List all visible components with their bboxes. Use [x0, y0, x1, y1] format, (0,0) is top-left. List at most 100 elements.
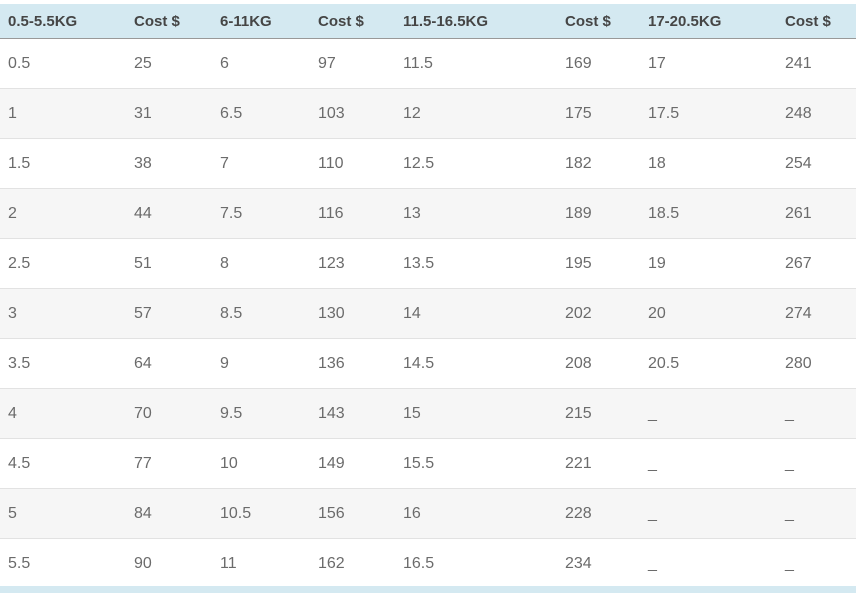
table-cell: 8	[212, 238, 310, 289]
table-cell: 1.5	[0, 138, 126, 189]
table-cell: 11	[212, 538, 310, 589]
table-cell: 149	[310, 438, 395, 489]
table-cell: 4.5	[0, 438, 126, 489]
table-cell: 64	[126, 338, 212, 389]
table-cell: 20	[640, 288, 777, 339]
table-cell: 15	[395, 388, 557, 439]
table-cell: 19	[640, 238, 777, 289]
table-cell: _	[777, 538, 856, 589]
table-cell: 77	[126, 438, 212, 489]
table-cell: 221	[557, 438, 640, 489]
table-cell: 14	[395, 288, 557, 339]
table-cell: 280	[777, 338, 856, 389]
table-cell: 169	[557, 38, 640, 89]
table-row: 1.5 38 7 110 12.5 182 18 254	[0, 138, 856, 189]
bottom-accent-bar	[0, 586, 856, 593]
table-cell: 38	[126, 138, 212, 189]
table-cell: 11.5	[395, 38, 557, 89]
table-row: 2.5 51 8 123 13.5 195 19 267	[0, 238, 856, 289]
table-cell: 13	[395, 188, 557, 239]
table-cell: 12	[395, 88, 557, 139]
table-cell: 5.5	[0, 538, 126, 589]
table-cell: 6.5	[212, 88, 310, 139]
shipping-cost-table: 0.5-5.5KG Cost $6-11KG Cost $11.5-16.5KG Co…	[0, 4, 856, 589]
table-cell: 10.5	[212, 488, 310, 539]
table-cell: 20.5	[640, 338, 777, 389]
table-cell: 254	[777, 138, 856, 189]
table-cell: 116	[310, 188, 395, 239]
table-cell: 274	[777, 288, 856, 339]
table-cell: 51	[126, 238, 212, 289]
table-cell: 110	[310, 138, 395, 189]
table-cell: 162	[310, 538, 395, 589]
table-cell: 25	[126, 38, 212, 89]
table-cell: 3	[0, 288, 126, 339]
table-cell: 267	[777, 238, 856, 289]
table-cell: 8.5	[212, 288, 310, 339]
table-cell: _	[640, 388, 777, 439]
table-cell: 9	[212, 338, 310, 389]
table-cell: 16	[395, 488, 557, 539]
table-cell: 136	[310, 338, 395, 389]
table-cell: 123	[310, 238, 395, 289]
table-cell: 1	[0, 88, 126, 139]
table-cell: 234	[557, 538, 640, 589]
table-cell: 228	[557, 488, 640, 539]
table-cell: 182	[557, 138, 640, 189]
table-cell: 2.5	[0, 238, 126, 289]
table-cell: 195	[557, 238, 640, 289]
table-row: 2 44 7.5 116 13 189 18.5 261	[0, 188, 856, 239]
column-header: Cost $	[557, 4, 640, 39]
table-cell: 7.5	[212, 188, 310, 239]
table-cell: 15.5	[395, 438, 557, 489]
table-cell: 44	[126, 188, 212, 239]
table-cell: _	[640, 488, 777, 539]
table-row: 5.5 90 11 162 16.5 234 _ _	[0, 538, 856, 589]
column-header: 17-20.5KG	[640, 4, 777, 39]
table-cell: 70	[126, 388, 212, 439]
table-cell: _	[777, 388, 856, 439]
table-cell: 5	[0, 488, 126, 539]
table-cell: 18.5	[640, 188, 777, 239]
table-cell: 248	[777, 88, 856, 139]
column-header: 6-11KG	[212, 4, 310, 39]
table-row: 1 31 6.5 103 12 175 17.5 248	[0, 88, 856, 139]
column-header: Cost $	[777, 4, 856, 39]
column-header: Cost $	[126, 4, 212, 39]
table-cell: 175	[557, 88, 640, 139]
table-cell: 90	[126, 538, 212, 589]
column-header: 0.5-5.5KG	[0, 4, 126, 39]
table-cell: 156	[310, 488, 395, 539]
table-cell: 2	[0, 188, 126, 239]
table-cell: 12.5	[395, 138, 557, 189]
table-cell: 31	[126, 88, 212, 139]
table-cell: 9.5	[212, 388, 310, 439]
table-cell: 189	[557, 188, 640, 239]
table-row: 3.5 64 9 136 14.5 208 20.5 280	[0, 338, 856, 389]
table-cell: 7	[212, 138, 310, 189]
table-cell: 57	[126, 288, 212, 339]
table-cell: 14.5	[395, 338, 557, 389]
table-cell: _	[777, 438, 856, 489]
table-cell: 17.5	[640, 88, 777, 139]
table-row: 4.5 77 10 149 15.5 221 _ _	[0, 438, 856, 489]
table-cell: _	[777, 488, 856, 539]
table-cell: 208	[557, 338, 640, 389]
table-cell: 10	[212, 438, 310, 489]
table-cell: 103	[310, 88, 395, 139]
column-header: 11.5-16.5KG	[395, 4, 557, 39]
table-cell: 143	[310, 388, 395, 439]
table-cell: 215	[557, 388, 640, 439]
table-cell: 4	[0, 388, 126, 439]
table-cell: _	[640, 538, 777, 589]
table-cell: 261	[777, 188, 856, 239]
table-cell: 97	[310, 38, 395, 89]
table-row: 3 57 8.5 130 14 202 20 274	[0, 288, 856, 339]
table-cell: 202	[557, 288, 640, 339]
table-row: 0.5 25 6 97 11.5 169 17 241	[0, 38, 856, 89]
table-cell: 18	[640, 138, 777, 189]
table-cell: 6	[212, 38, 310, 89]
table-row: 5 84 10.5 156 16 228 _ _	[0, 488, 856, 539]
table-cell: 241	[777, 38, 856, 89]
